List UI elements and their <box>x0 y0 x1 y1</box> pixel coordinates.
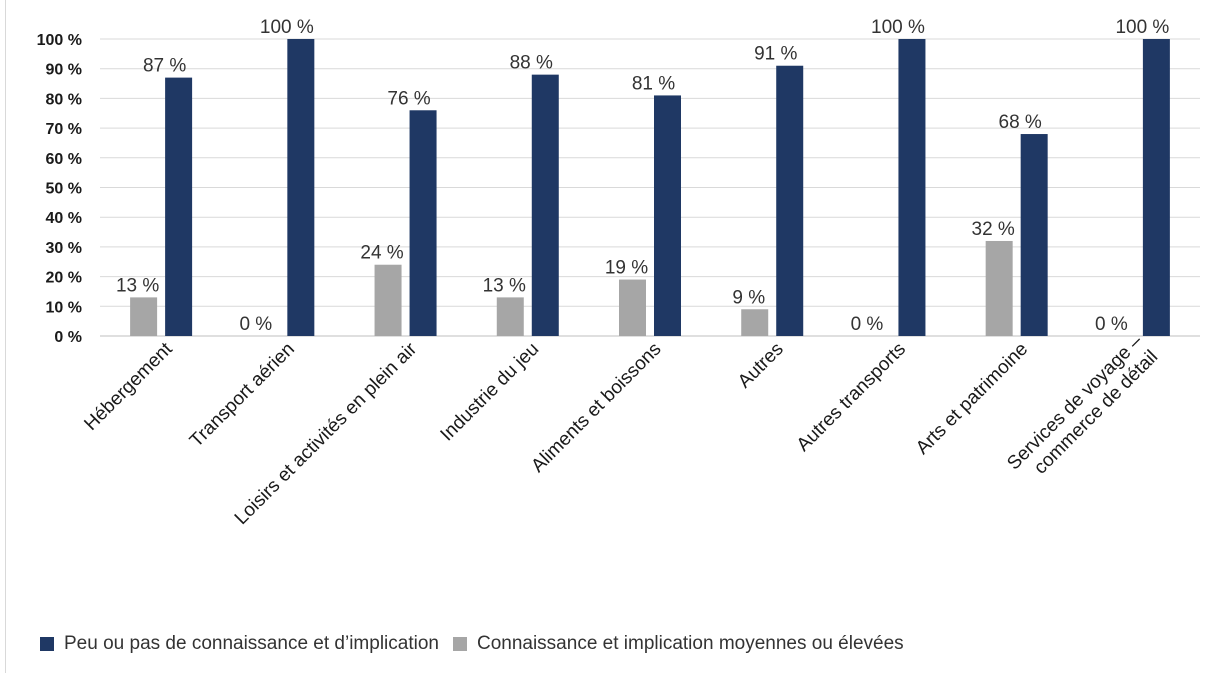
x-tick-label: Industrie du jeu <box>437 339 544 446</box>
y-tick-label: 60 % <box>46 151 82 168</box>
bar-low-knowledge <box>776 65 804 336</box>
data-label-low-knowledge: 76 % <box>387 88 430 109</box>
x-tick-label: Aliments et boissons <box>527 339 665 477</box>
bar-high-knowledge <box>619 279 646 336</box>
x-tick-label: Transport aérien <box>186 339 299 452</box>
y-tick-label: 40 % <box>46 210 82 227</box>
y-tick-label: 80 % <box>46 91 82 108</box>
bar-high-knowledge <box>741 309 769 336</box>
x-tick-label: Hébergement <box>80 338 177 435</box>
x-tick-label: Autres <box>734 339 788 393</box>
x-tick-label-line: Transport aérien <box>186 339 299 452</box>
image-border <box>5 0 6 673</box>
data-label-low-knowledge: 100 % <box>871 17 925 38</box>
bar-low-knowledge <box>287 39 315 336</box>
bar-high-knowledge <box>985 240 1013 336</box>
bar-high-knowledge <box>130 297 158 336</box>
legend-item-high: Connaissance et implication moyennes ou … <box>452 633 904 655</box>
data-label-low-knowledge: 91 % <box>754 44 797 65</box>
data-label-high-knowledge: 0 % <box>851 314 884 335</box>
x-tick-label-line: Autres transports <box>793 339 910 456</box>
x-tick-label: Autres transports <box>793 339 910 456</box>
y-tick-label: 100 % <box>37 32 82 49</box>
x-tick-label: Arts et patrimoine <box>912 339 1032 459</box>
data-label-low-knowledge: 68 % <box>999 112 1042 133</box>
bar-low-knowledge <box>409 110 437 336</box>
data-label-high-knowledge: 13 % <box>483 275 526 296</box>
bar-low-knowledge <box>1020 134 1048 336</box>
legend-swatch-high <box>452 637 467 651</box>
y-tick-label: 90 % <box>46 62 82 79</box>
bar-low-knowledge <box>654 95 681 337</box>
data-label-low-knowledge: 100 % <box>260 17 314 38</box>
legend-label-high: Connaissance et implication moyennes ou … <box>476 633 904 654</box>
y-tick-label: 70 % <box>46 121 82 138</box>
bar-low-knowledge <box>165 77 193 337</box>
x-tick-label-line: Hébergement <box>80 338 177 435</box>
bar-low-knowledge <box>1142 39 1170 336</box>
bar-high-knowledge <box>374 264 402 336</box>
y-tick-label: 30 % <box>46 240 82 257</box>
x-tick-label-line: Arts et patrimoine <box>912 339 1032 459</box>
bar-low-knowledge <box>898 39 926 336</box>
data-label-low-knowledge: 81 % <box>632 73 675 94</box>
legend-label-low: Peu ou pas de connaissance et d’implicat… <box>64 633 439 654</box>
chart-legend: Peu ou pas de connaissance et d’implicat… <box>40 633 1200 655</box>
data-label-high-knowledge: 13 % <box>116 275 159 296</box>
data-label-low-knowledge: 88 % <box>510 53 553 74</box>
y-tick-label: 20 % <box>46 270 82 287</box>
data-label-low-knowledge: 100 % <box>1115 17 1169 38</box>
data-label-high-knowledge: 0 % <box>239 314 272 335</box>
x-tick-label-line: Industrie du jeu <box>437 339 544 446</box>
bar-low-knowledge <box>531 74 559 336</box>
data-label-high-knowledge: 19 % <box>605 258 648 279</box>
x-tick-label-line: Aliments et boissons <box>527 339 665 477</box>
data-label-high-knowledge: 24 % <box>360 243 403 264</box>
legend-swatch-low <box>40 637 54 651</box>
data-label-low-knowledge: 87 % <box>143 56 186 77</box>
y-tick-label: 10 % <box>46 299 82 316</box>
data-label-high-knowledge: 0 % <box>1095 314 1128 335</box>
legend-item-low: Peu ou pas de connaissance et d’implicat… <box>40 633 439 655</box>
x-tick-label-line: Autres <box>734 339 788 393</box>
bar-high-knowledge <box>496 297 524 336</box>
data-label-high-knowledge: 32 % <box>972 219 1015 240</box>
y-tick-label: 50 % <box>46 181 82 198</box>
y-tick-label: 0 % <box>54 329 82 346</box>
data-label-high-knowledge: 9 % <box>732 287 765 308</box>
